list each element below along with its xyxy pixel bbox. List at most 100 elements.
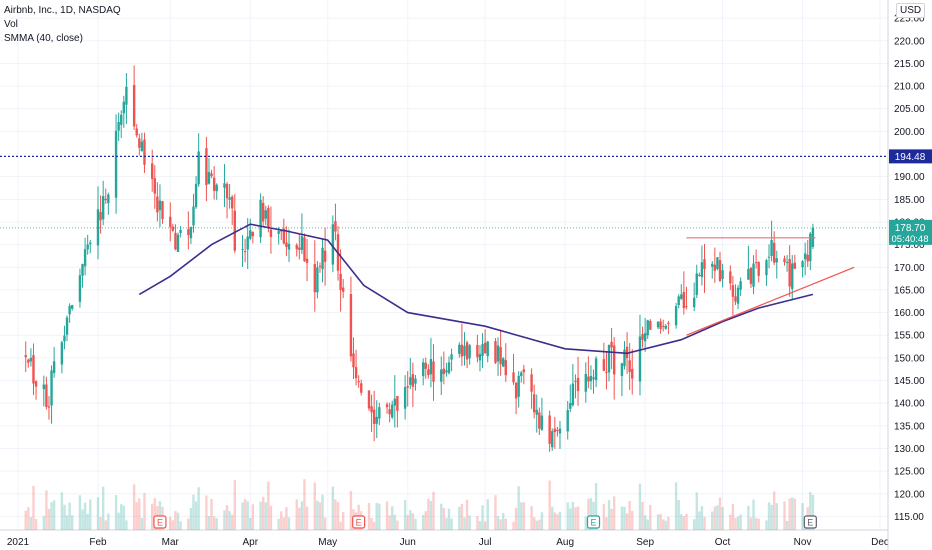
candle-body (662, 325, 665, 327)
volume-bar (700, 506, 704, 530)
trendline-drawing[interactable] (686, 266, 855, 336)
candle-body (788, 258, 791, 287)
volume-bar (231, 514, 234, 530)
volume-bar (765, 520, 768, 530)
volume-bar (692, 519, 696, 530)
candle-body (132, 84, 136, 127)
candle-body (352, 353, 355, 368)
candle-body (125, 86, 128, 105)
volume-bar (427, 498, 430, 530)
candle-body (305, 258, 309, 263)
candle-body (298, 247, 301, 250)
x-tick-label: Oct (715, 537, 731, 548)
candle-body (483, 342, 487, 354)
candle-body (772, 242, 776, 263)
volume-bar (517, 486, 520, 530)
candle-body (45, 384, 48, 407)
volume-bar (300, 501, 304, 530)
candle-body (99, 211, 102, 221)
earnings-marker[interactable] (352, 515, 366, 529)
volume-bar (729, 514, 732, 530)
volume-bar (638, 483, 642, 530)
candle-body (566, 410, 569, 432)
candle-body (50, 370, 53, 406)
candle-body (251, 231, 255, 237)
volume-bar (538, 519, 541, 530)
y-tick-label: 205.00 (894, 104, 925, 115)
volume-bar (680, 514, 683, 530)
candle-body (223, 183, 226, 188)
volume-bar (86, 513, 89, 530)
volume-bar (323, 517, 327, 530)
volume-bar (298, 507, 301, 530)
volume-bar (96, 497, 100, 530)
volume-bar (450, 518, 453, 530)
earnings-marker[interactable] (803, 515, 817, 529)
volume-bar (409, 510, 412, 530)
legend-smma[interactable]: SMMA (40, close) (4, 33, 83, 44)
volume-bar (620, 506, 624, 530)
candle-body (468, 345, 471, 359)
y-tick-label: 170.00 (894, 263, 925, 274)
x-tick-label: Aug (556, 537, 574, 548)
candle-body (339, 273, 342, 290)
candle-body (316, 267, 319, 293)
candle-body (749, 267, 753, 284)
x-tick-label: Sep (636, 537, 654, 548)
candle-body (372, 409, 376, 424)
volume-bar (83, 502, 87, 530)
earnings-marker[interactable] (153, 515, 167, 529)
volume-bar (391, 506, 394, 530)
volume-bar (349, 490, 353, 530)
y-tick-label: 160.00 (894, 308, 925, 319)
volume-bar (610, 508, 613, 530)
volume-bar (414, 518, 417, 530)
candle-body (643, 333, 647, 342)
legend-volume[interactable]: Vol (4, 19, 18, 30)
volume-bar (465, 499, 469, 530)
candle-body (711, 263, 714, 267)
candle-body (747, 268, 750, 280)
candle-body (32, 355, 35, 384)
volume-bar (478, 521, 482, 530)
candle-body (192, 206, 195, 226)
earnings-marker-label: E (591, 518, 597, 528)
candle-body (729, 271, 732, 284)
volume-bar (659, 513, 662, 530)
volume-bar (558, 511, 562, 530)
candle-body (233, 210, 236, 251)
volume-bar (486, 499, 489, 530)
y-tick-label: 135.00 (894, 421, 925, 432)
volume-bar (553, 512, 557, 530)
volume-bar (393, 514, 397, 530)
volume-bar (685, 513, 688, 530)
candle-body (303, 237, 306, 262)
volume-bar (305, 506, 309, 530)
smma-line (138, 223, 814, 355)
volume-bar (251, 504, 255, 530)
candle-body (280, 230, 283, 232)
currency-button[interactable]: USD (896, 3, 926, 18)
volume-bar (411, 513, 415, 530)
candle-body (520, 372, 523, 377)
candle-body (391, 404, 394, 418)
volume-bar (646, 519, 649, 530)
candle-body (189, 227, 193, 239)
volume-bar (501, 512, 505, 530)
candle-body (241, 248, 244, 250)
candle-body (259, 199, 262, 238)
volume-bar (367, 502, 371, 530)
resistance-price-label-bg (889, 149, 932, 164)
volume-bar (656, 514, 660, 530)
volume-bar (716, 505, 719, 530)
candle-body (584, 373, 587, 392)
candle-body (496, 345, 500, 362)
candle-body (396, 396, 399, 411)
volume-bar (711, 511, 714, 530)
earnings-marker[interactable] (586, 515, 601, 529)
volume-bar (612, 496, 616, 530)
volume-bar (695, 492, 698, 530)
candle-body (414, 378, 417, 384)
volume-bar (628, 501, 631, 530)
